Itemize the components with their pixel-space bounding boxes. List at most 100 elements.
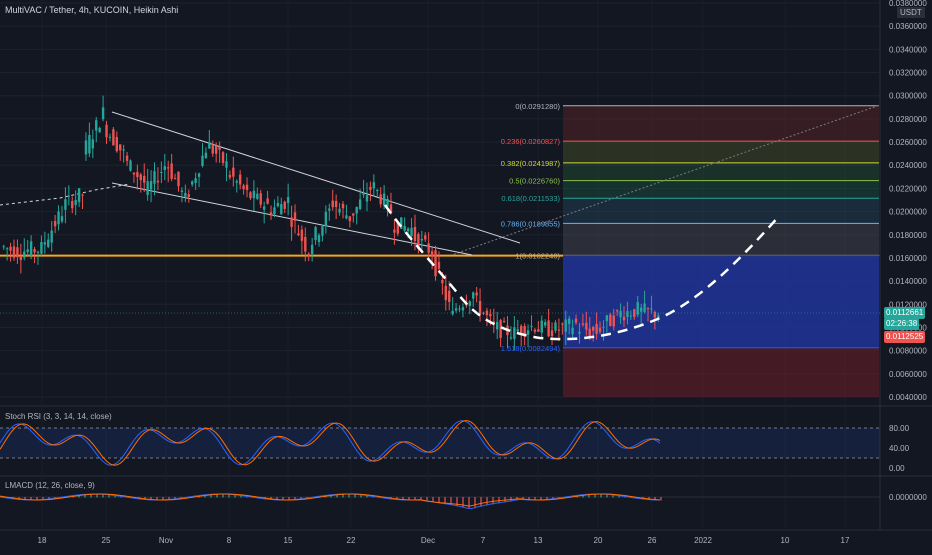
macd-histogram-bar <box>288 497 290 501</box>
candle-body <box>520 325 523 335</box>
y-tick-label: 0.0260000 <box>889 138 927 147</box>
macd-histogram-bar <box>30 497 32 501</box>
candle-body <box>84 140 88 155</box>
candle-body <box>441 279 444 284</box>
candle-body <box>153 171 156 184</box>
candle-body <box>376 190 379 192</box>
candle-body <box>437 261 441 269</box>
candle-body <box>612 315 615 327</box>
candle-body <box>420 238 424 241</box>
trend-dashed-line <box>0 183 131 206</box>
macd-histogram-bar <box>90 494 92 498</box>
macd-histogram-bar <box>222 494 224 498</box>
candle-body <box>98 127 101 133</box>
macd-histogram-bar <box>354 494 356 498</box>
stoch-tick-label: 0.00 <box>889 464 905 473</box>
x-tick-label: 10 <box>781 536 790 545</box>
y-tick-label: 0.0200000 <box>889 208 927 217</box>
candle-body <box>225 161 228 168</box>
fib-zone <box>563 141 879 163</box>
y-tick-label: 0.0300000 <box>889 92 927 101</box>
candle-body <box>396 221 400 234</box>
candle-body <box>125 155 129 161</box>
candle-body <box>310 244 314 255</box>
macd-histogram-bar <box>480 497 482 507</box>
candle-body <box>173 178 177 180</box>
candle-body <box>427 243 430 253</box>
candle-body <box>410 227 413 237</box>
candle-body <box>574 318 578 323</box>
macd-histogram-bar <box>654 497 656 501</box>
candle-body <box>26 249 29 253</box>
candle-body <box>67 195 71 197</box>
candle-body <box>502 321 506 323</box>
candle-body <box>122 149 125 151</box>
macd-histogram-bar <box>366 495 368 498</box>
candle-body <box>496 321 499 330</box>
macd-histogram-bar <box>78 494 80 498</box>
fib-zone <box>563 347 879 397</box>
candle-body <box>115 137 119 152</box>
candle-body <box>598 327 602 332</box>
candle-body <box>578 331 581 334</box>
candle-body <box>646 308 650 310</box>
candle-body <box>331 200 334 208</box>
candle-body <box>626 311 629 317</box>
candle-body <box>639 307 643 312</box>
candle-body <box>184 192 187 197</box>
candle-body <box>50 230 53 243</box>
candle-body <box>557 329 561 331</box>
y-tick-label: 0.0340000 <box>889 45 927 54</box>
candle-body <box>602 326 605 328</box>
candle-body <box>297 233 300 236</box>
candle-body <box>187 194 190 197</box>
macd-histogram-bar <box>444 497 446 505</box>
candle-body <box>139 174 142 181</box>
candle-body <box>317 235 321 243</box>
candle-body <box>355 206 358 214</box>
candle-body <box>132 172 136 175</box>
macd-histogram-bar <box>360 494 362 498</box>
candle-body <box>472 292 475 299</box>
macd-histogram-bar <box>240 495 242 498</box>
candle-body <box>5 248 9 250</box>
macd-histogram-bar <box>342 494 344 498</box>
candle-body <box>571 327 574 335</box>
x-tick-label: 7 <box>481 536 486 545</box>
wedge-upper-line <box>111 111 521 244</box>
candle-body <box>280 204 283 215</box>
candle-body <box>242 185 245 190</box>
candle-body <box>16 247 19 258</box>
candle-body <box>232 167 235 177</box>
candle-body <box>259 193 262 205</box>
candle-body <box>218 146 221 150</box>
candle-body <box>537 329 540 332</box>
macd-histogram-bar <box>612 494 614 498</box>
candle-body <box>163 166 166 171</box>
candle-body <box>146 181 149 195</box>
candle-body <box>643 303 646 312</box>
macd-histogram-bar <box>330 494 332 498</box>
y-tick-label: 0.0220000 <box>889 184 927 193</box>
fib-level-label: 0.5(0.0226760) <box>509 177 560 186</box>
candle-body <box>550 330 554 337</box>
prev-price-badge: 0.0112525 <box>884 331 926 343</box>
candle-body <box>9 246 12 251</box>
candle-body <box>29 241 33 256</box>
x-tick-label: 25 <box>102 536 111 545</box>
candle-body <box>167 167 170 169</box>
macd-histogram-bar <box>294 497 296 501</box>
candle-body <box>252 190 256 199</box>
y-tick-label: 0.0280000 <box>889 115 927 124</box>
candle-body <box>266 198 269 204</box>
candle-body <box>547 320 550 337</box>
stoch-tick-label: 40.00 <box>889 444 910 453</box>
x-tick-label: 22 <box>347 536 356 545</box>
candle-body <box>489 314 492 317</box>
macd-histogram-bar <box>582 494 584 498</box>
candle-body <box>523 326 526 337</box>
fib-level-label: 0.786(0.0189855) <box>501 219 561 228</box>
candle-body <box>300 229 304 241</box>
